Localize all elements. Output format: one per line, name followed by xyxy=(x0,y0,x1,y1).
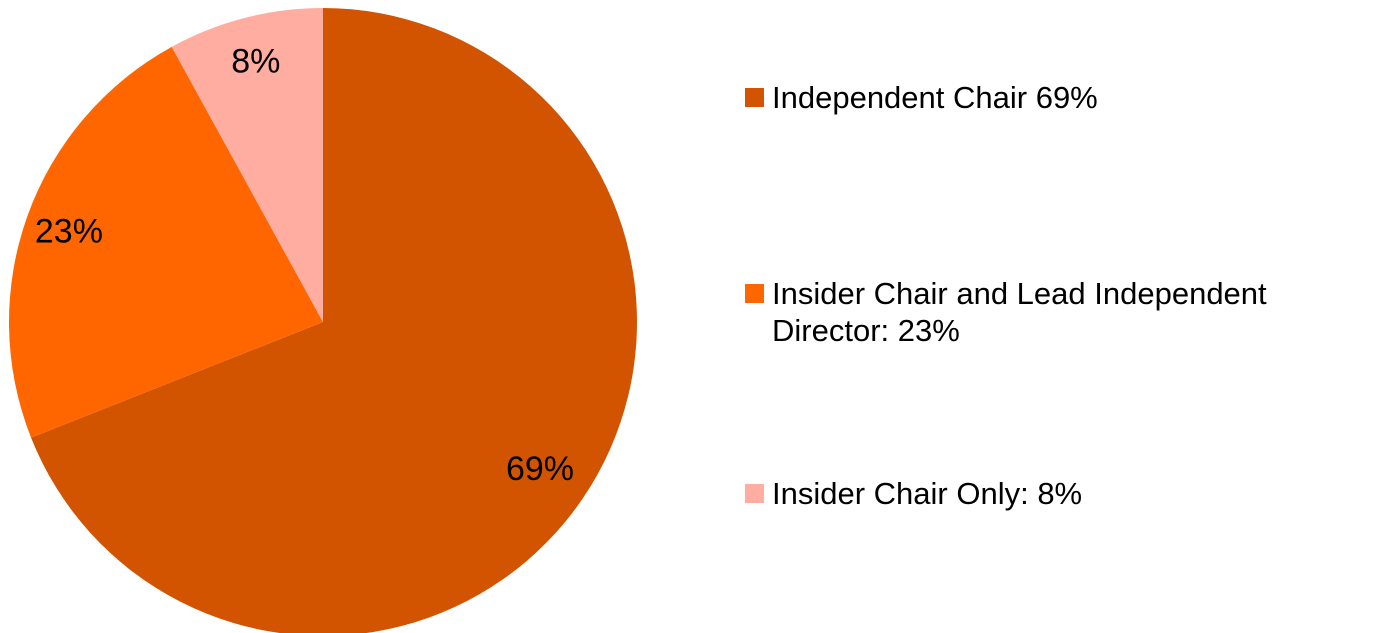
pie-data-labels: 69% 23% 8% xyxy=(35,42,574,488)
pie-slice-independent-chair xyxy=(31,8,637,633)
legend-swatch-insider-chair-lead-independent-director xyxy=(745,284,764,303)
data-label-insider-chair-lead-independent-director: 23% xyxy=(35,213,103,251)
legend-item-insider-chair-lead-independent-director: Insider Chair and Lead Independent Direc… xyxy=(745,275,1372,349)
data-label-independent-chair: 69% xyxy=(506,450,574,488)
pie-slice-insider-chair-lead-independent-director xyxy=(8,46,323,438)
legend-item-independent-chair: Independent Chair 69% xyxy=(745,79,1372,116)
data-label-insider-chair-only: 8% xyxy=(231,42,280,80)
legend-item-insider-chair-only: Insider Chair Only: 8% xyxy=(745,475,1372,512)
legend-label-insider-chair-lead-independent-director: Insider Chair and Lead Independent Direc… xyxy=(772,276,1267,348)
legend-swatch-independent-chair xyxy=(745,88,764,107)
pie-slices xyxy=(8,7,637,633)
legend-swatch-insider-chair-only xyxy=(745,484,764,503)
pie-slice-insider-chair-only xyxy=(171,7,323,322)
legend-label-independent-chair: Independent Chair 69% xyxy=(772,80,1098,115)
legend-label-insider-chair-only: Insider Chair Only: 8% xyxy=(772,476,1083,511)
